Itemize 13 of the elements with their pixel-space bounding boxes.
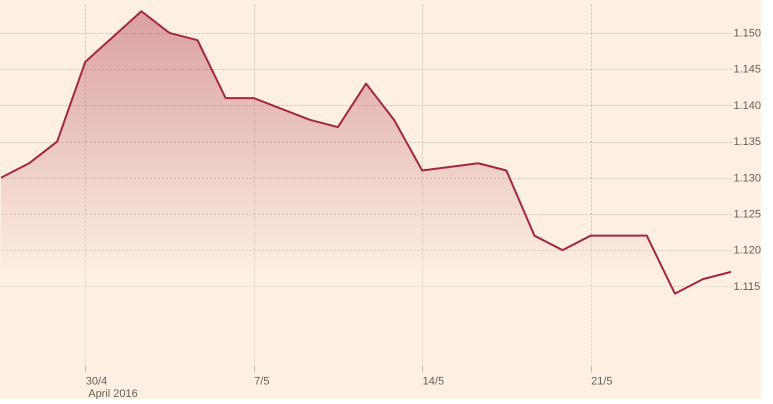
x-tick-label: 14/5 (422, 376, 444, 388)
y-tick-label: 1.130 (734, 172, 762, 184)
y-tick-label: 1.115 (734, 280, 760, 293)
y-tick-label: 1.125 (734, 208, 762, 220)
x-tick-label: 21/5 (591, 376, 613, 388)
x-tick-label: 7/5 (254, 376, 270, 388)
text: April 2016 (88, 388, 138, 400)
y-tick-label: 1.135 (734, 136, 762, 148)
x-tick-label: 30/4 (86, 376, 108, 388)
y-tick-label: 1.145 (734, 64, 762, 76)
y-tick-label: 1.140 (734, 100, 762, 112)
y-tick-label: 1.150 (734, 27, 762, 40)
y-tick-label: 1.120 (734, 244, 762, 257)
